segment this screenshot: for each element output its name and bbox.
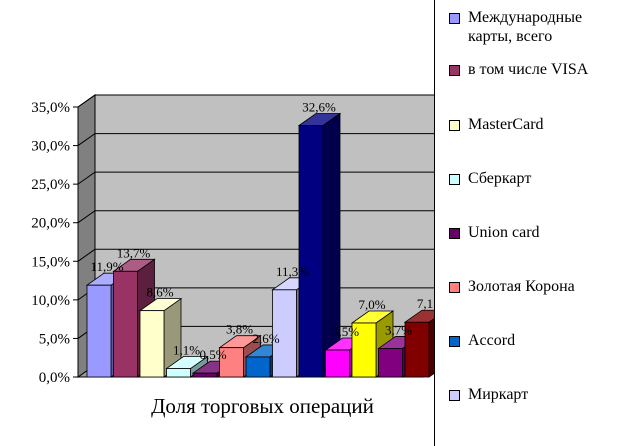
legend-item: в том числе VISA xyxy=(449,60,588,79)
data-label: 0,5% xyxy=(199,347,226,362)
legend-swatch xyxy=(449,174,460,185)
bar-front xyxy=(404,321,430,378)
data-label: 32,6% xyxy=(302,100,336,115)
data-label: 7,1 xyxy=(417,296,433,311)
legend: Международные карты, всего в том числе VI… xyxy=(434,0,619,446)
y-tick-label: 25,0% xyxy=(31,177,70,193)
legend-swatch xyxy=(449,336,460,347)
y-tick-label: 20,0% xyxy=(31,216,70,232)
y-tick-label: 5,0% xyxy=(39,331,70,347)
data-label: 7,0% xyxy=(358,297,385,312)
legend-label: Золотая Корона xyxy=(468,278,575,295)
bar-front xyxy=(166,368,191,378)
y-tick-label: 30,0% xyxy=(31,139,70,155)
data-label: 3,5% xyxy=(332,324,359,339)
legend-label: Accord xyxy=(468,332,516,349)
y-axis: 0,0% 5,0% 10,0% 15,0% 20,0% 25,0% 30,0% 35,0% xyxy=(31,100,79,386)
bar-front xyxy=(325,349,350,378)
legend-swatch xyxy=(449,120,460,131)
legend-label: Международные карты, всего xyxy=(468,9,583,45)
data-label: 13,7% xyxy=(117,245,151,260)
data-label: 8,6% xyxy=(146,285,173,300)
legend-item: Международные карты, всего xyxy=(449,8,619,46)
bar-front xyxy=(192,372,218,378)
bar-front xyxy=(351,322,377,378)
legend-label: Сберкарт xyxy=(468,170,532,187)
bar-front xyxy=(113,270,138,378)
x-category-label: Доля торговых операций xyxy=(151,394,374,418)
legend-label: Миркарт xyxy=(468,386,529,403)
data-label: 11,3% xyxy=(276,264,309,279)
bar-front xyxy=(245,356,271,378)
legend-item: Миркарт xyxy=(449,385,528,404)
legend-swatch xyxy=(449,228,460,239)
bar-front xyxy=(272,289,297,378)
data-label: 11,9% xyxy=(90,259,123,274)
legend-label: в том числе VISA xyxy=(468,61,589,78)
legend-item: Золотая Корона xyxy=(449,277,575,296)
legend-swatch xyxy=(449,282,460,293)
data-label: 1,1% xyxy=(173,343,200,358)
legend-swatch xyxy=(449,13,460,24)
y-tick-label: 15,0% xyxy=(31,254,70,270)
y-tick-label: 10,0% xyxy=(31,293,70,309)
bar-front xyxy=(86,284,112,378)
data-label: 3,7% xyxy=(385,322,412,337)
bar-front xyxy=(219,347,244,378)
bar-front xyxy=(378,348,403,378)
data-label: 3,8% xyxy=(226,322,253,337)
legend-item: Union card xyxy=(449,223,540,242)
legend-label: Union card xyxy=(468,224,540,241)
data-labels: 11,9%13,7% 8,6% 1,1% 0,5%3,8%2,6% 11,3% 32,6%… xyxy=(90,100,433,363)
legend-swatch xyxy=(449,65,460,76)
legend-swatch xyxy=(449,390,460,401)
gridline xyxy=(77,94,440,108)
data-label: 2,6% xyxy=(252,331,279,346)
legend-label: MasterCard xyxy=(468,116,544,133)
y-tick-label: 0,0% xyxy=(39,370,70,386)
bar-front xyxy=(298,125,324,378)
bar-front xyxy=(139,310,165,378)
y-tick-label: 35,0% xyxy=(31,100,70,116)
legend-item: Сберкарт xyxy=(449,169,531,188)
legend-item: Accord xyxy=(449,331,515,350)
legend-item: MasterCard xyxy=(449,115,544,134)
bar xyxy=(297,112,342,378)
bar xyxy=(138,297,183,378)
